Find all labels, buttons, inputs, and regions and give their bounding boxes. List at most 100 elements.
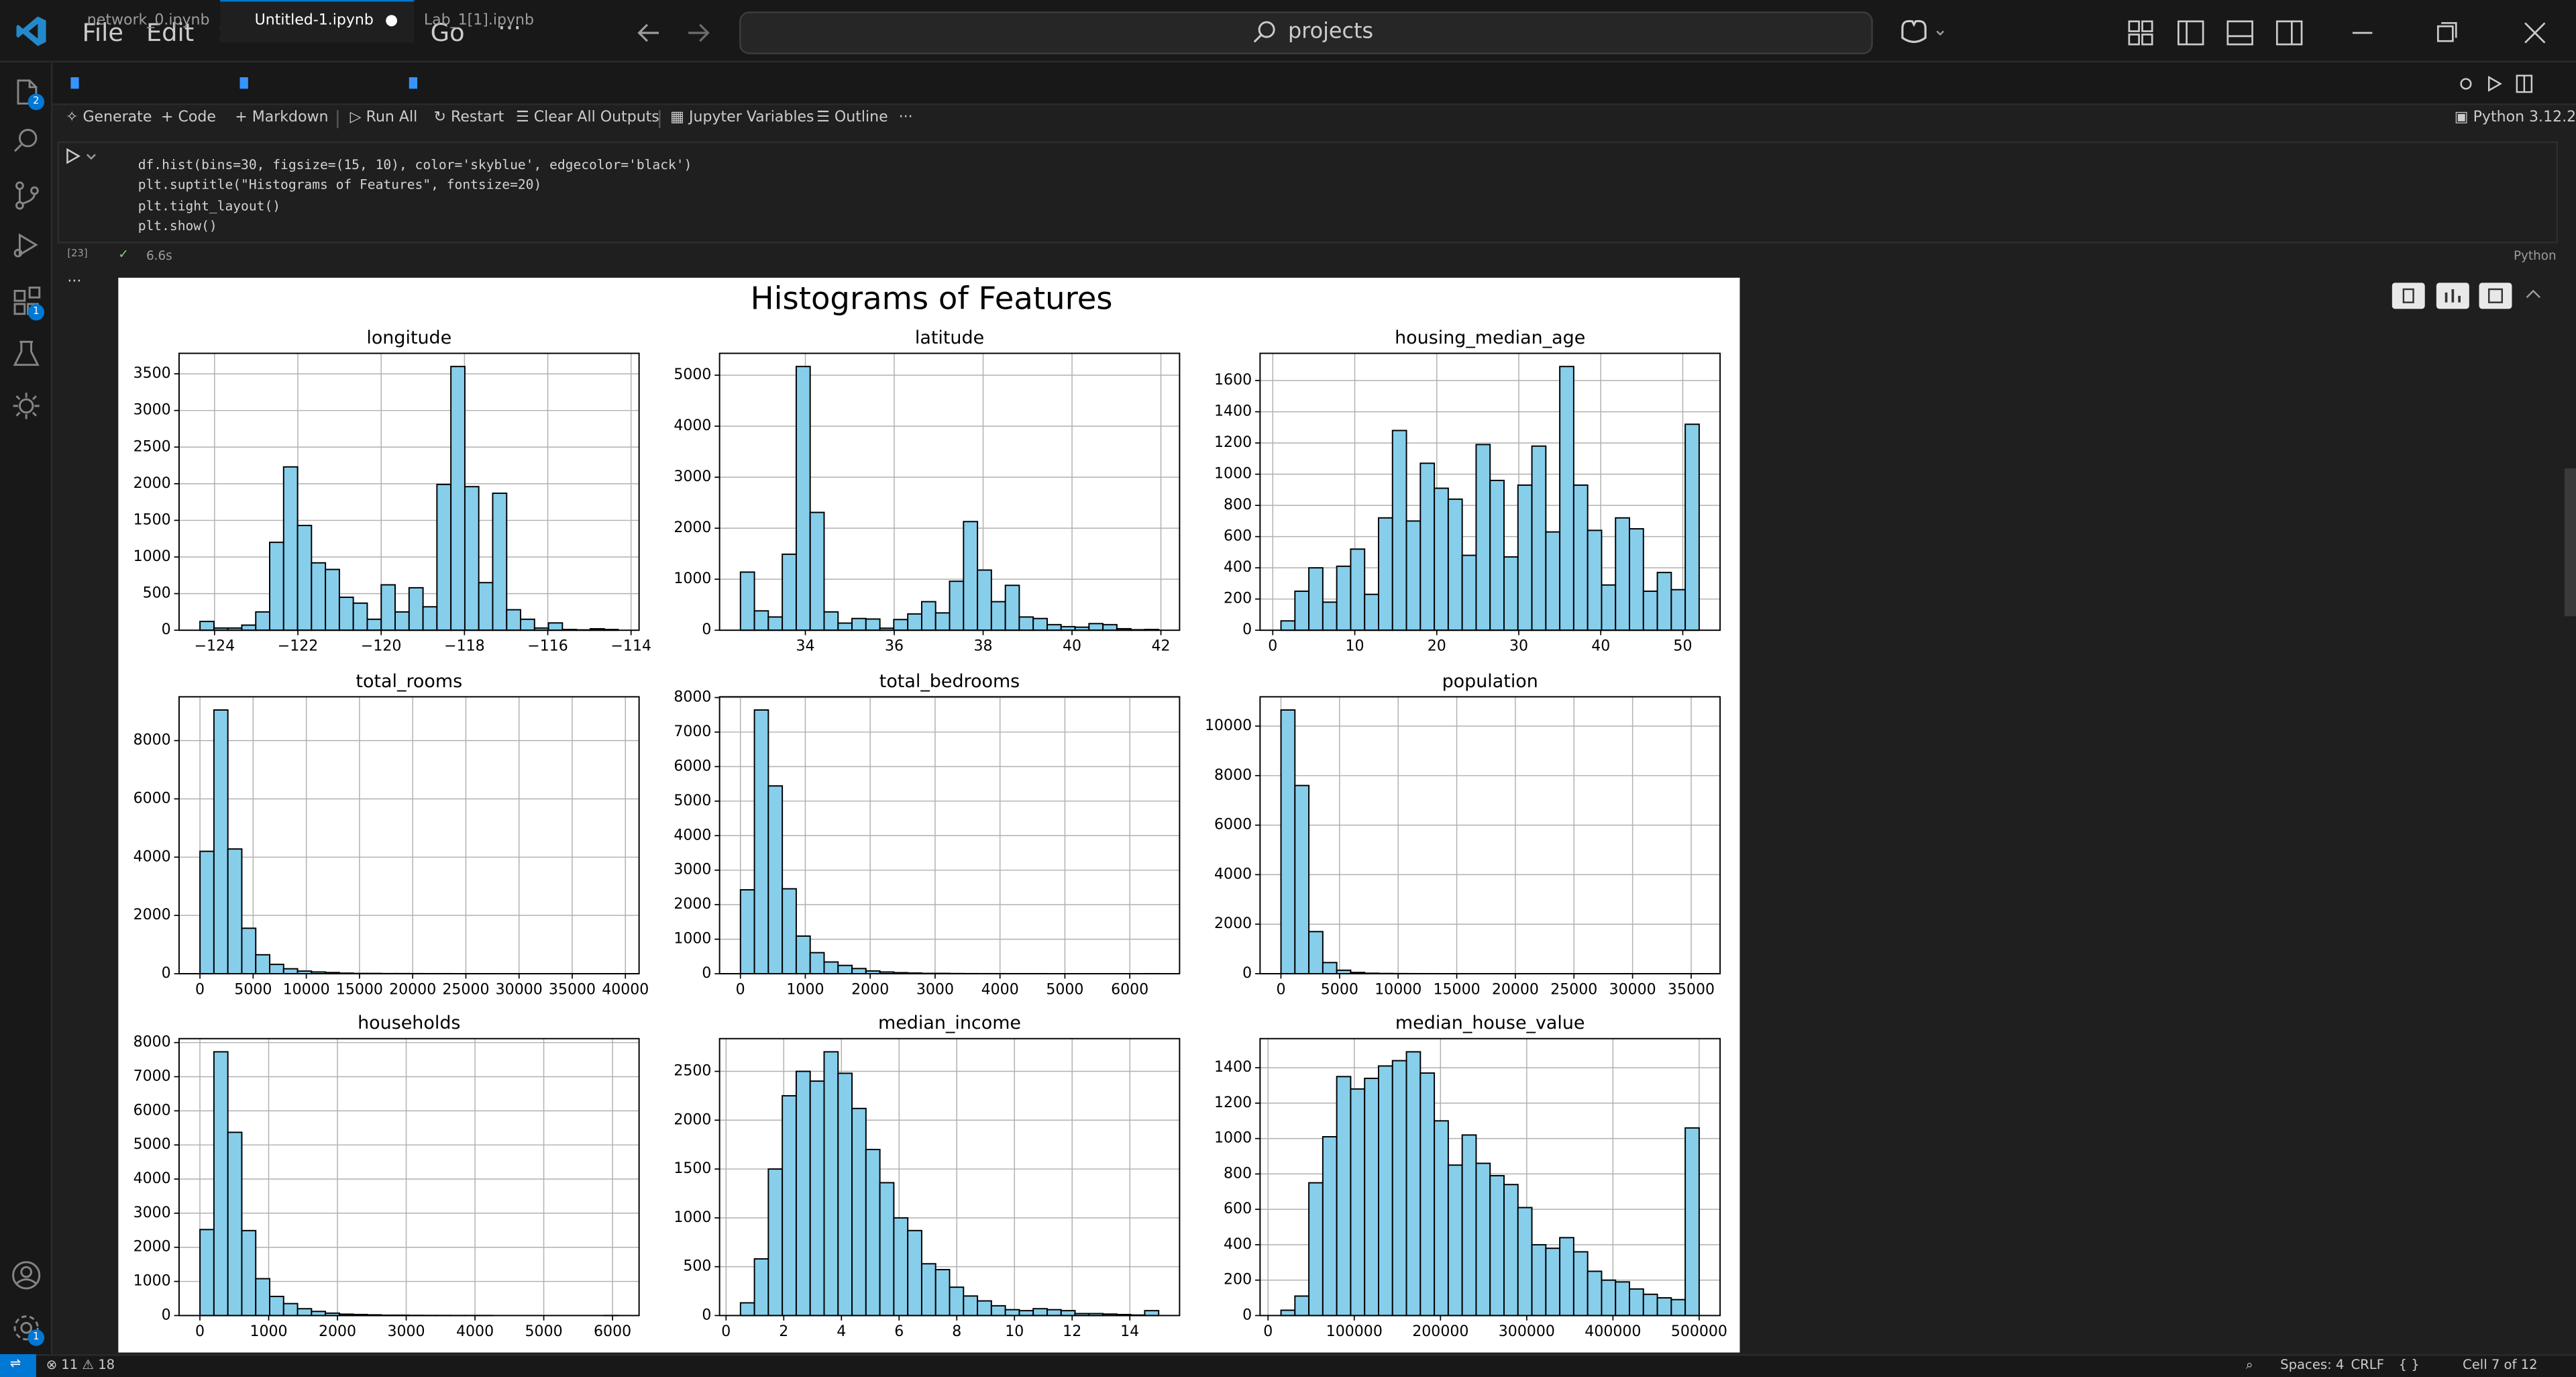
dirty-dot[interactable]: ● [385,13,398,30]
toolbar-label[interactable]: Run All [366,110,418,127]
histogram-bar [1475,1162,1491,1317]
histogram-bar [1088,623,1104,631]
language-mode[interactable]: { } [2398,1357,2420,1372]
y-tick-label: 2000 [133,475,171,492]
histogram-bar [1670,589,1686,631]
histogram-bar [1615,517,1630,631]
subplot-title: housing_median_age [1395,327,1585,348]
remote-indicator[interactable] [0,1354,36,1377]
histogram-bar [1559,366,1574,631]
problems[interactable]: ⊗ 11 ⚠ 18 [46,1357,115,1372]
histogram-bar [795,366,811,631]
kernel-picker[interactable]: ▣ Python 3.12.2 [2454,110,2576,127]
histogram-bar [325,568,340,631]
layout-controls[interactable] [2126,18,2306,48]
toolbar-label[interactable]: Generate [83,110,152,127]
axes-frame [178,352,640,631]
histogram-bar [879,1182,895,1317]
code-cell[interactable] [57,141,2559,244]
code-line[interactable]: df.hist(bins=30, figsize=(15, 10), color… [138,158,692,173]
line-ending[interactable]: CRLF [2351,1357,2384,1372]
toolbar-button[interactable]: ↻ Restart [433,110,504,127]
toolbar-button[interactable]: ✧ Generate [65,110,152,127]
scrollbar-thumb[interactable] [2564,468,2576,617]
histogram-bar [282,968,299,975]
histogram-bar [436,483,452,631]
y-tick-label: 3500 [133,365,171,382]
toolbar-label[interactable]: Markdown [252,110,329,127]
toolbar-label[interactable]: Outline [834,110,888,127]
histogram-bar [851,1107,867,1317]
histogram-bar [422,606,438,631]
indentation[interactable]: Spaces: 4 [2280,1357,2345,1372]
tab-label[interactable]: Lab_1[1].ipynb [423,13,535,30]
toolbar-button[interactable]: ▦ Jupyter Variables [670,110,814,127]
toolbar-button[interactable]: ☰ Outline [816,110,888,127]
tab-label[interactable]: network_0.ipynb [87,13,210,30]
histogram-bar [1517,484,1533,631]
account-settings-icons[interactable] [10,1259,43,1344]
toolbar-label[interactable]: Clear All Outputs [533,110,659,127]
zoom-icon[interactable]: ⌕ [2245,1357,2253,1372]
cell-language[interactable]: Python [2513,248,2557,263]
toolbar-label[interactable]: Restart [451,110,504,127]
run-cell[interactable] [64,146,104,166]
x-tick-label: 500000 [1671,1323,1727,1340]
histogram-bar [1350,548,1366,631]
axes-frame [1259,1037,1721,1317]
y-tick-label: 5000 [674,366,711,383]
output-actions[interactable] [2392,283,2550,309]
toolbar-more[interactable]: ··· [898,110,913,127]
y-tick-label: 2000 [133,1239,171,1256]
toolbar-button[interactable]: + Code [161,110,216,127]
tab-active[interactable]: Untitled-1.ipynb ● [220,0,415,43]
axes-frame [718,696,1181,975]
x-tick-label: 30 [1509,638,1528,655]
kernel-label[interactable]: Python 3.12.2 [2473,110,2576,127]
menu-item[interactable]: Edit [146,17,195,48]
copilot-icon[interactable] [1898,18,1950,48]
error-count[interactable]: 11 [61,1357,78,1372]
y-tick-label: 8000 [133,732,171,749]
toolbar-label[interactable]: Code [178,110,216,127]
histogram-bar [851,617,867,631]
histogram-bar [1517,1207,1533,1317]
menu-more[interactable]: ··· [498,13,522,43]
tab-label[interactable]: Untitled-1.ipynb [254,13,374,30]
y-tick-label: 1500 [674,1160,711,1177]
warning-count[interactable]: 18 [98,1357,115,1372]
histogram-bar [1434,487,1449,631]
code-line[interactable]: plt.suptitle("Histograms of Features", f… [138,177,542,193]
histogram-bar [1280,1309,1296,1317]
toolbar-label[interactable]: Jupyter Variables [689,110,814,127]
cell-position[interactable]: Cell 7 of 12 [2463,1357,2538,1372]
toolbar-button[interactable]: ▷ Run All [350,110,418,127]
remote-icon[interactable]: ⇌ [9,1356,21,1371]
search-text[interactable]: projects [1288,19,1374,45]
y-tick-label: 1000 [1214,1130,1252,1147]
code-line[interactable]: plt.tight_layout() [138,199,281,214]
y-tick-label: 1500 [133,511,171,528]
toolbar-button[interactable]: ☰ Clear All Outputs [515,110,659,127]
histogram-bar [1503,556,1519,631]
y-tick-label: 1000 [133,548,171,565]
vscode-logo[interactable] [15,15,48,48]
histogram-bar [782,888,797,975]
activity-icons[interactable] [10,76,43,438]
toolbar-button[interactable]: + Markdown [235,110,329,127]
window-controls[interactable] [2346,18,2551,48]
command-center[interactable] [739,11,1873,54]
histogram-bar [739,889,755,975]
menu-item[interactable]: Go [430,17,465,48]
histogram-bar [1447,1164,1463,1317]
code-line[interactable]: plt.show() [138,218,217,234]
y-tick-label: 600 [1224,1201,1252,1217]
x-tick-label: 34 [796,638,814,655]
output-menu[interactable]: ··· [67,274,82,291]
nav-arrows[interactable] [634,19,713,46]
menu-item[interactable]: File [82,17,123,48]
histogram-bar [767,616,784,631]
x-tick-label: 5000 [1321,982,1358,999]
tab[interactable]: Lab_1[1].ipynb [389,0,550,43]
editor-actions[interactable] [2456,74,2548,93]
